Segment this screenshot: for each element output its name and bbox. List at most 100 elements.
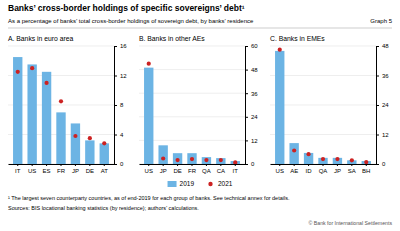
panel: C. Banks in EMEs012243648USAEIDQAJPSABH: [270, 35, 389, 174]
bar: [173, 153, 182, 164]
bar: [42, 72, 51, 164]
tick-mark: [279, 164, 280, 166]
tick-mark: [220, 164, 221, 166]
x-tick: JP: [334, 164, 341, 174]
dot: [59, 99, 63, 103]
x-tick: ES: [43, 164, 51, 174]
y-tick: 12: [376, 132, 389, 138]
grid-line: [139, 116, 245, 117]
tick-label: 0: [382, 161, 386, 167]
x-tick: ID: [306, 164, 313, 174]
tick-label: 48: [382, 43, 389, 49]
grid-line: [270, 105, 376, 106]
axis-line: [9, 164, 115, 165]
tick-mark: [114, 105, 117, 106]
y-tick: 36: [245, 91, 258, 97]
dot: [292, 148, 296, 152]
tick-label: AT: [101, 168, 109, 174]
tick-label: 60: [251, 43, 258, 49]
tick-label: 36: [382, 73, 389, 79]
tick-label: 8: [120, 102, 124, 108]
tick-mark: [245, 46, 248, 47]
x-tick: JP: [160, 164, 167, 174]
panel-title: C. Banks in EMEs: [270, 35, 325, 42]
x-tick: QA: [202, 164, 211, 174]
bar: [289, 143, 298, 164]
legend-swatch: [208, 182, 212, 186]
y-tick: 16: [114, 43, 127, 49]
dot: [278, 48, 282, 52]
x-tick: BH: [362, 164, 370, 174]
dot: [147, 62, 151, 66]
tick-label: US: [28, 168, 36, 174]
legend-label: 2019: [180, 180, 195, 187]
dot: [233, 160, 237, 164]
tick-mark: [337, 164, 338, 166]
grid-line: [139, 69, 245, 70]
y-tick: 24: [245, 114, 258, 120]
tick-mark: [308, 164, 309, 166]
tick-label: JP: [72, 168, 79, 174]
x-axis: USJPDEFRQACAIT: [140, 164, 246, 174]
grid: [139, 46, 245, 164]
tick-mark: [192, 164, 193, 166]
y-tick: 0: [245, 161, 255, 167]
axis-line: [271, 164, 377, 165]
tick-label: IT: [233, 168, 239, 174]
tick-mark: [323, 164, 324, 166]
x-tick: QA: [319, 164, 328, 174]
subtitle: As a percentage of banks’ total cross-bo…: [8, 18, 254, 24]
dot: [44, 81, 48, 85]
x-tick: DE: [173, 164, 181, 174]
y-tick: 48: [376, 43, 389, 49]
tick-mark: [294, 164, 295, 166]
x-tick: CA: [217, 164, 225, 174]
legend-label: 2021: [218, 180, 233, 187]
tick-label: ID: [306, 168, 313, 174]
tick-label: FR: [57, 168, 66, 174]
bar: [158, 145, 167, 164]
dot: [204, 158, 208, 162]
tick-label: 4: [120, 132, 124, 138]
dot: [175, 158, 179, 162]
tick-mark: [245, 117, 248, 118]
tick-label: IT: [15, 168, 21, 174]
tick-mark: [206, 164, 207, 166]
y-tick: 4: [114, 132, 124, 138]
panel: B. Banks in other AEs01224364860USJPDEFR…: [139, 35, 258, 174]
tick-label: AE: [290, 168, 298, 174]
y-axis: 0 12 24 36 48: [376, 43, 389, 167]
tick-label: 36: [251, 91, 258, 97]
graph-label: Graph 5: [370, 18, 392, 24]
grid: [8, 46, 114, 164]
tick-mark: [75, 164, 76, 166]
tick-label: 16: [120, 43, 127, 49]
tick-label: 12: [382, 132, 389, 138]
grid-line: [270, 75, 376, 76]
footnote: ¹ The largest seven counterparty countri…: [8, 195, 290, 201]
bar: [56, 112, 65, 164]
plot-marks: [144, 62, 240, 164]
tick-label: 48: [251, 67, 258, 73]
tick-mark: [177, 164, 178, 166]
legend-item: 2019: [168, 180, 195, 187]
tick-label: DE: [173, 168, 181, 174]
dot: [306, 152, 310, 156]
grid-line: [270, 46, 376, 47]
tick-mark: [163, 164, 164, 166]
tick-mark: [376, 46, 379, 47]
panel: A. Banks in euro area0481216ITUSESFRJPDE…: [8, 35, 127, 174]
y-tick: 24: [376, 102, 389, 108]
tick-mark: [376, 135, 379, 136]
tick-label: 24: [251, 114, 258, 120]
y-tick: 8: [114, 102, 124, 108]
tick-mark: [114, 76, 117, 77]
tick-mark: [32, 164, 33, 166]
plot-marks: [275, 48, 371, 164]
grid-line: [139, 93, 245, 94]
dot: [219, 158, 223, 162]
tick-mark: [366, 164, 367, 166]
x-tick: FR: [57, 164, 66, 174]
tick-mark: [114, 46, 117, 47]
title: Banks’ cross-border holdings of specific…: [8, 3, 245, 13]
